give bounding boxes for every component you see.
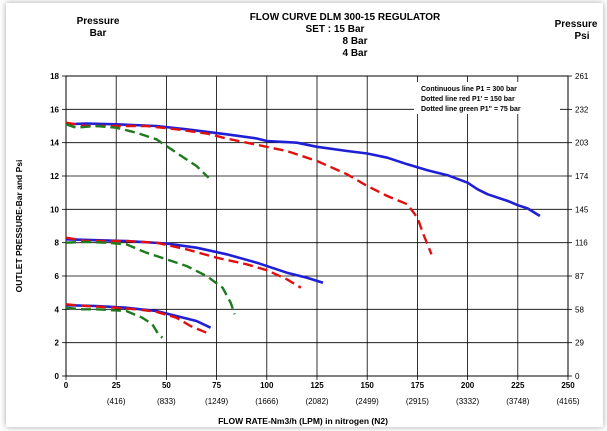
x-lpm-tick-label: (2082) <box>305 397 328 406</box>
grid-lines <box>62 75 572 380</box>
legend-box <box>414 82 560 114</box>
tick-labels: 0 25 50 75 100 125 150 175 200 225 250(416) (833) (1… <box>50 72 589 406</box>
subtitle-line-1: SET : 15 Bar <box>306 24 365 35</box>
series-red-set-4 <box>65 303 208 334</box>
x-tick-label: 0 <box>64 381 69 390</box>
series-blue-set-15 <box>65 122 541 218</box>
y-tick-label: 14 <box>50 139 59 148</box>
y-tick-label: 0 <box>55 372 60 381</box>
x-axis-label: FLOW RATE-Nm3/h (LPM) in nitrogen (N2) <box>218 416 388 426</box>
x-lpm-tick-label: (4165) <box>556 397 579 406</box>
y-tick-label: 10 <box>50 205 59 214</box>
legend-entry-green: Dotted line green P1" = 75 bar <box>421 106 521 113</box>
y-psi-tick-label: 0 <box>575 372 580 381</box>
legend-entry-continuous: Continuous line P1 = 300 bar <box>421 86 517 93</box>
series-layer <box>65 121 541 339</box>
x-tick-label: 125 <box>310 381 324 390</box>
right-axis-title-line-1: Pressure <box>555 19 598 30</box>
x-lpm-tick-label: (833) <box>157 397 176 406</box>
subtitle-line-2: 8 Bar <box>342 36 367 47</box>
y-tick-label: 18 <box>50 72 59 81</box>
x-tick-label: 25 <box>112 381 121 390</box>
y-psi-tick-label: 116 <box>575 239 588 248</box>
x-lpm-tick-label: (2499) <box>356 397 379 406</box>
series-green-set-4 <box>65 306 164 339</box>
legend: Continuous line P1 = 300 bar Dotted line… <box>414 82 560 114</box>
series-green-set-15 <box>65 123 210 179</box>
x-tick-label: 150 <box>361 381 375 390</box>
y-tick-label: 6 <box>55 272 60 281</box>
x-lpm-tick-label: (3748) <box>506 397 529 406</box>
x-tick-label: 50 <box>162 381 171 390</box>
y-axis-label: OUTLET PRESSURE-Bar and Psi <box>14 160 24 293</box>
y-psi-tick-label: 87 <box>575 272 584 281</box>
y-psi-tick-label: 145 <box>575 205 589 214</box>
x-lpm-tick-label: (416) <box>107 397 126 406</box>
x-tick-label: 200 <box>461 381 475 390</box>
chart-title: FLOW CURVE DLM 300-15 REGULATOR <box>250 12 441 23</box>
x-lpm-tick-label: (1666) <box>255 397 278 406</box>
left-axis-title-line-2: Bar <box>90 28 107 39</box>
x-tick-label: 100 <box>260 381 274 390</box>
y-psi-tick-label: 174 <box>575 172 589 181</box>
y-tick-label: 16 <box>50 105 59 114</box>
chart-frame <box>6 3 603 427</box>
y-tick-label: 12 <box>50 172 59 181</box>
x-tick-label: 250 <box>561 381 575 390</box>
x-tick-label: 75 <box>212 381 221 390</box>
y-psi-tick-label: 203 <box>575 139 589 148</box>
x-lpm-tick-label: (2915) <box>406 397 429 406</box>
y-psi-tick-label: 261 <box>575 72 589 81</box>
y-tick-label: 4 <box>55 305 60 314</box>
series-red-set-15 <box>65 121 433 255</box>
y-psi-tick-label: 232 <box>575 105 589 114</box>
series-green-set-8 <box>65 240 236 315</box>
y-psi-tick-label: 29 <box>575 339 584 348</box>
y-tick-label: 2 <box>55 339 60 348</box>
right-axis-title-line-2: Psi <box>574 31 589 42</box>
x-lpm-tick-label: (3332) <box>456 397 479 406</box>
legend-entry-red: Dotted line red P1' = 150 bar <box>421 96 515 103</box>
x-tick-label: 225 <box>511 381 525 390</box>
x-lpm-tick-label: (1249) <box>205 397 228 406</box>
plot-area <box>65 75 569 377</box>
subtitle-line-3: 4 Bar <box>342 48 367 59</box>
x-tick-label: 175 <box>411 381 425 390</box>
y-psi-tick-label: 58 <box>575 305 584 314</box>
left-axis-title-line-1: Pressure <box>77 16 120 27</box>
y-tick-label: 8 <box>55 239 60 248</box>
series-red-set-8 <box>65 236 302 289</box>
